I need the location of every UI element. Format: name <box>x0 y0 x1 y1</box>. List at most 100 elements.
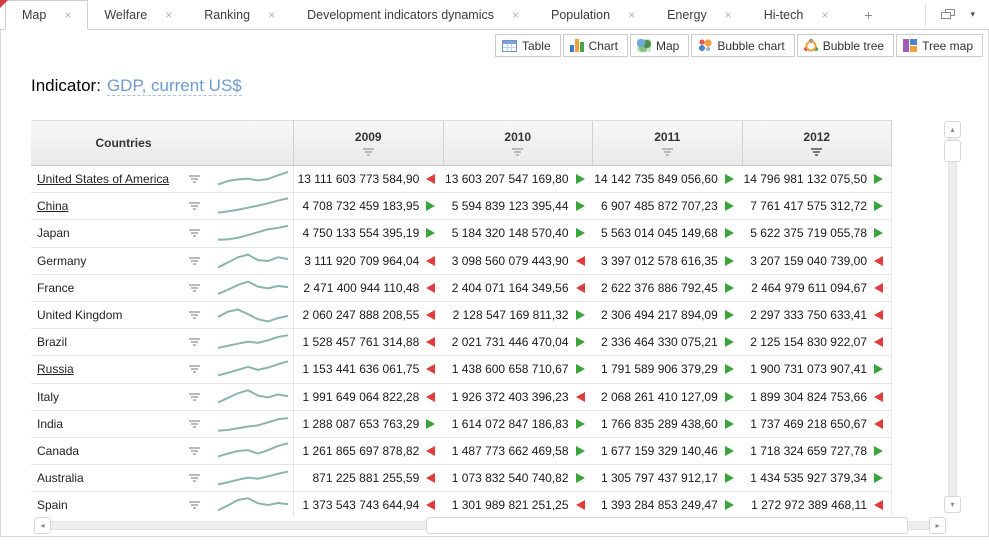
value-text: 1 766 835 289 438,60 <box>600 416 718 431</box>
filter-icon[interactable] <box>661 148 673 156</box>
value-cell: 1 900 731 073 907,41 <box>742 362 891 376</box>
filter-icon[interactable] <box>189 392 200 401</box>
horizontal-scrollbar[interactable]: ◂ ▸ <box>34 517 946 534</box>
country-link[interactable]: United Kingdom <box>37 308 123 323</box>
vertical-scrollbar-track[interactable] <box>948 123 957 511</box>
view-toggle-button[interactable]: Table <box>494 34 561 57</box>
filter-icon[interactable] <box>811 148 823 156</box>
year-label: 2010 <box>504 130 532 144</box>
trend-icon <box>426 473 436 484</box>
year-column-header[interactable]: 2011 <box>593 121 743 165</box>
value-text: 1 677 159 329 140,46 <box>600 443 718 458</box>
scroll-left-icon[interactable]: ◂ <box>34 517 51 534</box>
filter-icon[interactable] <box>189 338 200 347</box>
tab[interactable]: Map × <box>5 0 89 30</box>
sparkline-cell <box>216 301 294 329</box>
filter-icon[interactable] <box>189 419 200 428</box>
scroll-right-icon[interactable]: ▸ <box>929 517 946 534</box>
value-cell: 5 594 839 123 395,44 <box>443 199 592 213</box>
tab[interactable]: Population × <box>535 0 651 29</box>
tab-close-icon[interactable]: × <box>724 7 732 22</box>
tab-close-icon[interactable]: × <box>628 7 636 22</box>
tab[interactable]: Development indicators dynamics × <box>291 0 535 29</box>
value-cell: 2 128 547 169 811,32 <box>443 308 592 322</box>
value-cell: 1 899 304 824 753,66 <box>742 390 891 404</box>
vertical-scrollbar[interactable]: ▴ ▾ <box>944 121 961 513</box>
trend-icon <box>724 473 734 484</box>
country-cell: Italy <box>31 390 216 404</box>
tab-close-icon[interactable]: × <box>821 7 829 22</box>
filter-icon[interactable] <box>189 474 200 483</box>
table-row[interactable]: Australia 871 225 881 255,59 1 073 832 5… <box>31 465 891 493</box>
table-row[interactable]: India 1 288 087 653 763,29 1 614 072 847… <box>31 410 891 438</box>
value-text: 1 301 989 821 251,25 <box>451 498 569 513</box>
tab-close-icon[interactable]: × <box>165 7 173 22</box>
table-row[interactable]: Italy 1 991 649 064 822,28 1 926 372 403… <box>31 383 891 411</box>
table-row[interactable]: Russia 1 153 441 636 061,75 1 438 600 65… <box>31 356 891 384</box>
country-link[interactable]: Australia <box>37 471 84 486</box>
filter-icon[interactable] <box>189 311 200 320</box>
country-link[interactable]: Spain <box>37 498 68 513</box>
tab[interactable]: Hi-tech × <box>748 0 845 29</box>
filter-icon[interactable] <box>189 202 200 211</box>
value-cell: 1 153 441 636 061,75 <box>294 362 443 376</box>
trend-icon <box>426 174 436 185</box>
add-tab-button[interactable]: + <box>864 6 873 23</box>
filter-icon[interactable] <box>512 148 524 156</box>
country-link[interactable]: United States of America <box>37 172 170 187</box>
filter-icon[interactable] <box>189 256 200 265</box>
view-toggle-button[interactable]: Tree map <box>896 34 983 57</box>
country-link[interactable]: France <box>37 280 75 295</box>
view-toggle-button[interactable]: Bubble chart <box>691 34 795 57</box>
filter-icon[interactable] <box>189 229 200 238</box>
scroll-up-icon[interactable]: ▴ <box>944 121 961 138</box>
table-row[interactable]: Canada 1 261 865 697 878,82 1 487 773 66… <box>31 437 891 466</box>
filter-icon[interactable] <box>189 283 200 292</box>
country-link[interactable]: Russia <box>37 362 74 377</box>
table-row[interactable]: Japan 4 750 133 554 395,19 5 184 320 148… <box>31 220 891 248</box>
table-row[interactable]: France 2 471 400 944 110,48 2 404 071 16… <box>31 274 891 302</box>
indicator-link[interactable]: GDP, current US$ <box>106 76 242 96</box>
filter-icon[interactable] <box>362 148 374 156</box>
tabbar-controls: ▾ <box>925 0 989 29</box>
trend-icon <box>575 174 585 185</box>
year-column-header[interactable]: 2010 <box>444 121 593 165</box>
country-link[interactable]: India <box>37 416 64 431</box>
table-row[interactable]: Spain 1 373 543 743 644,94 1 301 989 821… <box>31 492 891 517</box>
table-row[interactable]: United States of America 13 111 603 773 … <box>31 166 891 194</box>
cascade-windows-icon[interactable] <box>941 8 956 21</box>
view-toggle-button[interactable]: Map <box>629 34 690 57</box>
country-link[interactable]: Canada <box>37 443 80 458</box>
tab[interactable]: Energy × <box>651 0 748 29</box>
vertical-scrollbar-thumb[interactable] <box>944 140 961 162</box>
tab[interactable]: Welfare × <box>88 0 188 29</box>
country-link[interactable]: Italy <box>37 389 60 404</box>
year-column-header[interactable]: 2012 <box>743 121 892 165</box>
tab-close-icon[interactable]: × <box>268 7 276 22</box>
country-link[interactable]: Brazil <box>37 335 68 350</box>
tab-close-icon[interactable]: × <box>64 8 72 22</box>
view-toggle-button[interactable]: Chart <box>562 34 628 57</box>
table-row[interactable]: Germany 3 111 920 709 964,04 3 098 560 0… <box>31 247 891 275</box>
horizontal-scrollbar-thumb[interactable] <box>426 517 908 534</box>
tab-menu-caret-icon[interactable]: ▾ <box>970 9 975 19</box>
value-cell: 7 761 417 575 312,72 <box>742 199 891 213</box>
year-column-header[interactable]: 2009 <box>294 121 444 165</box>
country-link[interactable]: Germany <box>37 253 87 268</box>
country-link[interactable]: China <box>37 199 69 214</box>
table-row[interactable]: Brazil 1 528 457 761 314,88 2 021 731 44… <box>31 329 891 357</box>
scroll-down-icon[interactable]: ▾ <box>944 496 961 513</box>
filter-icon[interactable] <box>189 175 200 184</box>
view-toggle-button[interactable]: Bubble tree <box>796 34 895 57</box>
view-label: Bubble tree <box>822 38 885 53</box>
filter-icon[interactable] <box>189 365 200 374</box>
country-link[interactable]: Japan <box>37 226 70 241</box>
view-label: Tree map <box>922 38 973 53</box>
filter-icon[interactable] <box>189 446 200 455</box>
filter-icon[interactable] <box>189 501 200 510</box>
table-row[interactable]: China 4 708 732 459 183,95 5 594 839 123… <box>31 193 891 221</box>
tab[interactable]: Ranking × <box>188 0 291 29</box>
tab-close-icon[interactable]: × <box>511 7 519 22</box>
table-row[interactable]: United Kingdom 2 060 247 888 208,55 2 12… <box>31 301 891 330</box>
